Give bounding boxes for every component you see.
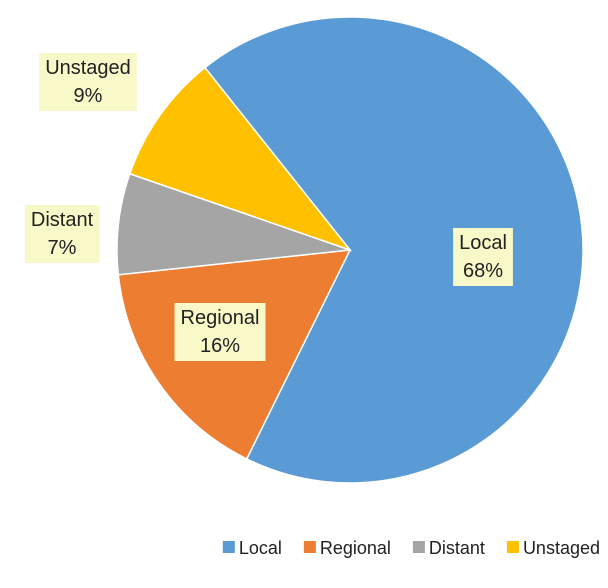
legend-text: Distant <box>429 538 485 558</box>
data-label-category: Distant <box>31 209 94 231</box>
data-label-text: Unstaged 9% <box>45 57 131 107</box>
legend-swatch <box>506 541 519 553</box>
data-label-text: Distant 7% <box>31 209 94 259</box>
data-label-value: 7% <box>48 237 77 259</box>
data-label-category: Unstaged <box>45 57 131 79</box>
data-label: Distant 7% <box>24 205 100 263</box>
data-label-text: Regional 16% <box>181 307 260 357</box>
data-label: Unstaged 9% <box>39 53 137 111</box>
data-label-box <box>174 303 266 361</box>
data-label-category: Local <box>459 232 507 254</box>
data-label-box <box>453 228 513 286</box>
data-label-category: Regional <box>181 307 260 329</box>
data-label-value: 9% <box>74 85 103 107</box>
legend-text: Local <box>239 538 282 558</box>
data-label-value: 16% <box>200 335 240 357</box>
pie-slice <box>203 16 584 484</box>
legend-text: Regional <box>320 538 391 558</box>
legend-swatch <box>303 541 316 553</box>
pie-slice <box>128 66 353 252</box>
data-label: Local 68% <box>453 228 513 286</box>
data-label-box <box>39 53 137 111</box>
data-label: Regional 16% <box>174 303 266 361</box>
data-label-text: Local 68% <box>459 232 507 282</box>
legend-swatch <box>412 541 425 553</box>
pie-slice <box>116 172 351 276</box>
data-label-box <box>24 205 100 263</box>
legend-text: Unstaged <box>523 538 600 558</box>
legend-swatch <box>222 541 235 553</box>
data-label-value: 68% <box>463 260 503 282</box>
